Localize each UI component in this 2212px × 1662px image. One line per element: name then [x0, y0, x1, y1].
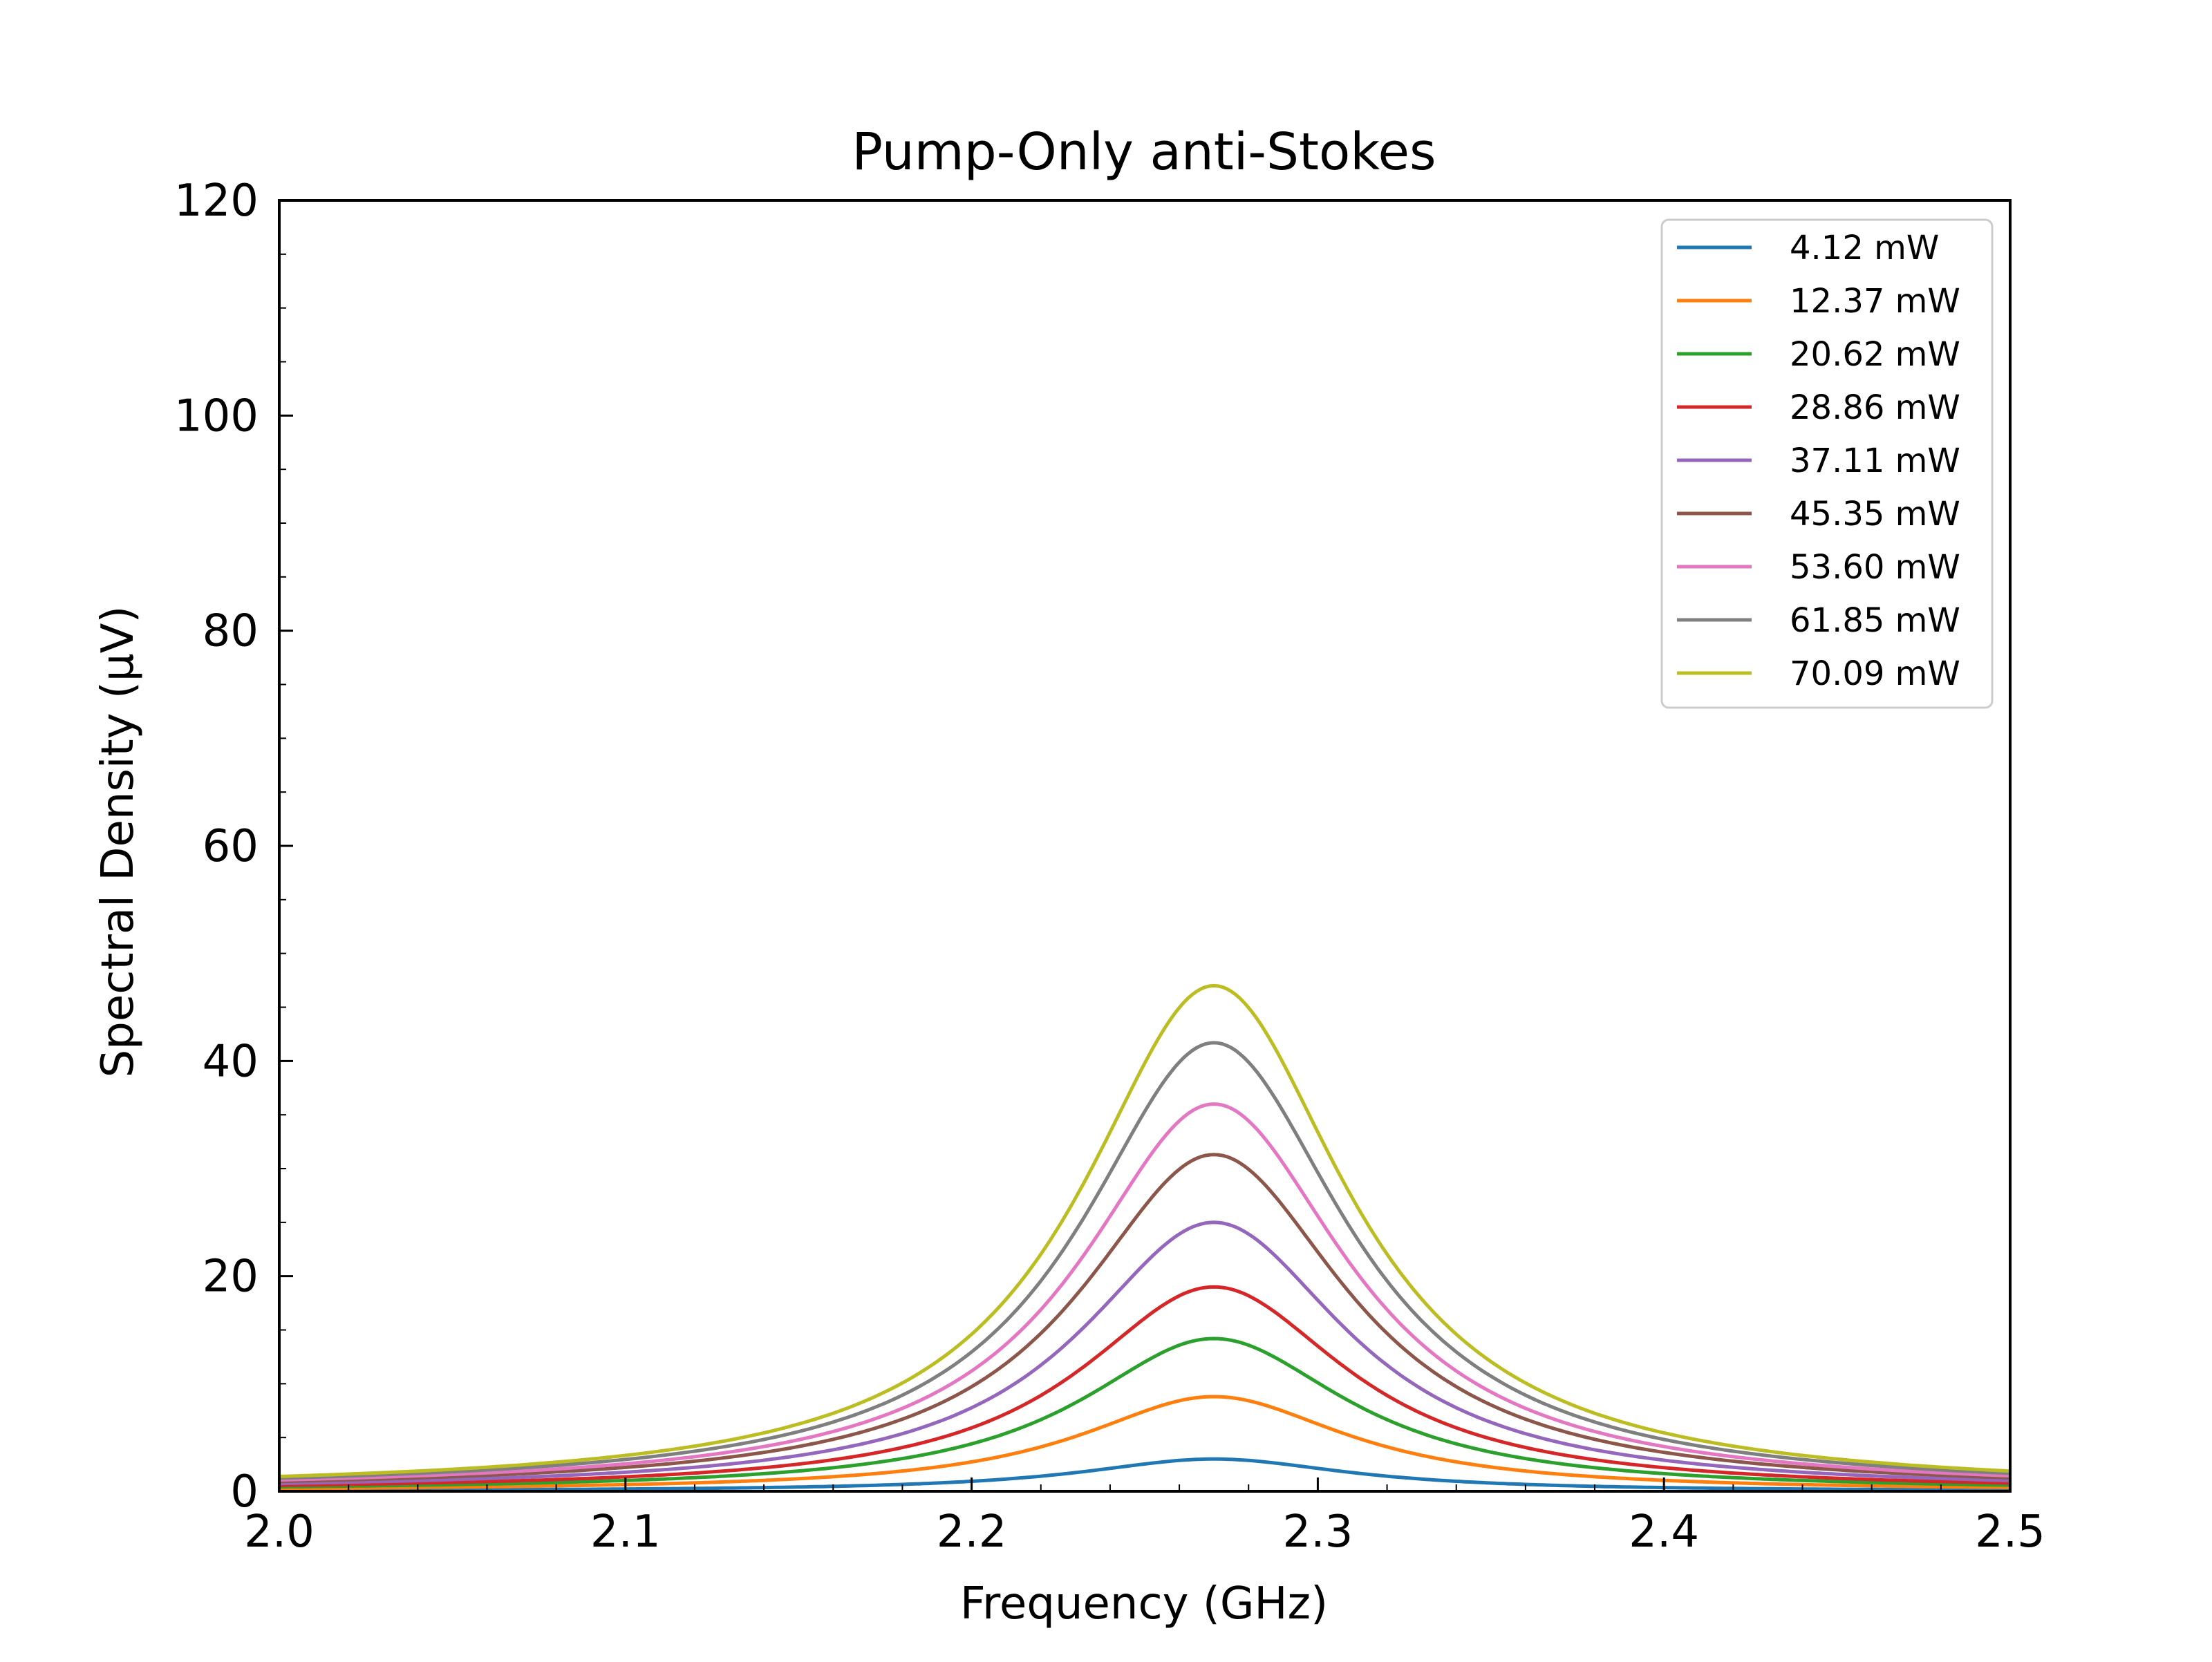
- series-line-1: [279, 1395, 2010, 1491]
- legend-label-6: 53.60 mW: [1790, 548, 1960, 587]
- series-line-8: [279, 983, 2010, 1478]
- x-axis-label: Frequency (GHz): [960, 1578, 1328, 1630]
- series-line-2: [279, 1337, 2010, 1489]
- axis-ticks: 2.0 2.1 2.2 2.3 2.4 2.5 0 20 40 60 80 100 120: [174, 176, 2045, 1558]
- legend-label-1: 12.37 mW: [1790, 282, 1960, 321]
- legend-label-5: 45.35 mW: [1790, 495, 1960, 533]
- x-tick-label: 2.5: [1975, 1507, 2045, 1558]
- legend-label-2: 20.62 mW: [1790, 335, 1960, 374]
- series-line-4: [279, 1220, 2010, 1486]
- legend-label-4: 37.11 mW: [1790, 442, 1960, 480]
- x-tick-label: 2.0: [244, 1507, 315, 1558]
- y-tick-label: 120: [174, 176, 259, 227]
- x-tick-label: 2.3: [1283, 1507, 1353, 1558]
- series-line-0: [279, 1457, 2010, 1491]
- legend-label-7: 61.85 mW: [1790, 601, 1960, 640]
- legend: 4.12 mW 12.37 mW 20.62 mW 28.86 mW 37.11 mW 4…: [1660, 218, 1994, 709]
- y-tick-label: 80: [203, 606, 259, 657]
- x-tick-label: 2.2: [937, 1507, 1007, 1558]
- y-tick-label: 100: [174, 390, 259, 442]
- chart-title: Pump-Only anti-Stokes: [852, 122, 1436, 182]
- y-tick-label: 40: [203, 1036, 259, 1087]
- x-tick-label: 2.4: [1629, 1507, 1699, 1558]
- y-tick-label: 20: [203, 1252, 259, 1303]
- series-curves: [279, 983, 2010, 1491]
- series-line-6: [279, 1102, 2010, 1482]
- series-line-3: [279, 1285, 2010, 1487]
- y-tick-label: 60: [203, 821, 259, 872]
- series-line-7: [279, 1041, 2010, 1480]
- y-axis-label: Spectral Density (μV): [93, 606, 144, 1078]
- plot-frame: [278, 199, 2012, 1493]
- legend-box: [1660, 218, 1994, 709]
- x-tick-label: 2.1: [590, 1507, 661, 1558]
- legend-label-3: 28.86 mW: [1790, 388, 1960, 427]
- legend-label-8: 70.09 mW: [1790, 654, 1960, 693]
- legend-label-0: 4.12 mW: [1790, 229, 1939, 267]
- series-line-5: [279, 1153, 2010, 1484]
- y-tick-label: 0: [230, 1466, 259, 1518]
